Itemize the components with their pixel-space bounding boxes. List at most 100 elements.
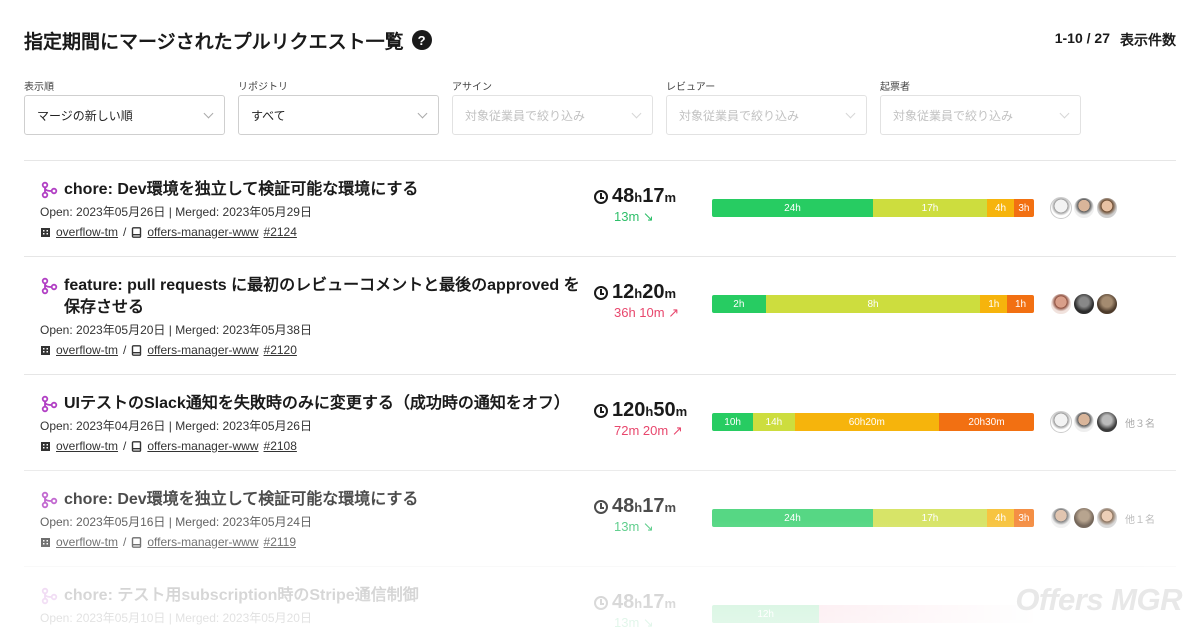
pull-request-row[interactable]: chore: Dev環境を独立して検証可能な環境にする Open: 2023年05… — [24, 160, 1176, 256]
filter-label: アサイン — [452, 82, 492, 93]
author-select[interactable]: 対象従業員で絞り込み — [880, 95, 1081, 135]
hours-unit: h — [645, 404, 654, 419]
filter-reviewer: レビュアー 対象従業員で絞り込み — [666, 78, 867, 135]
repo-icon — [132, 344, 142, 356]
pull-request-row[interactable]: UIテストのSlack通知を失敗時のみに変更する（成功時の通知をオフ） Open:… — [24, 374, 1176, 470]
clock-icon — [594, 595, 608, 610]
lead-time: 48h17m 13m ↘ — [594, 591, 704, 630]
reviewer-select[interactable]: 対象従業員で絞り込み — [666, 95, 867, 135]
avatar[interactable] — [1050, 293, 1072, 315]
pr-title-text: feature: pull requests に最初のレビューコメントと最後のa… — [64, 277, 580, 316]
pr-number-link[interactable]: #2119 — [263, 535, 296, 549]
hours-unit: h — [634, 190, 643, 205]
diff-value: 36h 10m — [614, 305, 665, 320]
clock-icon — [594, 285, 608, 300]
select-value: マージの新しい順 — [37, 108, 133, 123]
chevron-down-icon — [203, 108, 214, 118]
org-link[interactable]: overflow-tm — [56, 225, 119, 239]
lead-time-minutes: 17 — [642, 591, 665, 613]
pr-number-link[interactable]: #2108 — [263, 439, 297, 453]
phase-segment: 20h30m — [939, 413, 1034, 431]
repo-link[interactable]: offers-manager-www — [147, 439, 259, 453]
org-link[interactable]: overflow-tm — [56, 343, 119, 357]
pr-repository: overflow-tm / offers-manager-www #2119 — [40, 535, 590, 549]
lead-time-diff: 13m ↘ — [614, 519, 704, 535]
hours-unit: h — [634, 596, 643, 611]
pr-title[interactable]: chore: テスト用subscription時のStripe通信制御 — [40, 585, 590, 607]
avatar[interactable] — [1050, 507, 1072, 529]
page-size-button[interactable]: 表示件数 — [1120, 32, 1176, 48]
pr-repository: overflow-tm / offers-manager-www #2108 — [40, 439, 590, 453]
path-separator: / — [123, 535, 127, 549]
merge-icon — [41, 395, 58, 413]
pr-title-text: chore: Dev環境を独立して検証可能な環境にする — [64, 491, 419, 508]
phase-segment: 3h — [1013, 199, 1034, 217]
pr-info: chore: Dev環境を独立して検証可能な環境にする Open: 2023年05… — [40, 179, 590, 239]
building-icon — [41, 345, 50, 355]
sort-select[interactable]: マージの新しい順 — [24, 95, 225, 135]
avatar[interactable] — [1096, 411, 1118, 433]
lead-time-hours: 120 — [612, 399, 646, 421]
lead-time-diff: 36h 10m ↗ — [614, 305, 704, 321]
avatar[interactable] — [1073, 293, 1095, 315]
repo-link[interactable]: offers-manager-www — [147, 343, 259, 357]
pr-dates: Open: 2023年04月26日 | Merged: 2023年05月26日 — [40, 419, 312, 433]
avatar[interactable] — [1073, 507, 1095, 529]
avatar[interactable] — [1096, 197, 1118, 219]
pr-title[interactable]: chore: Dev環境を独立して検証可能な環境にする — [40, 179, 590, 201]
pr-dates: Open: 2023年05月10日 | Merged: 2023年05月20日 — [40, 611, 312, 625]
pull-request-row[interactable]: chore: テスト用subscription時のStripe通信制御 Open:… — [24, 566, 1176, 630]
pr-number-link[interactable]: #2124 — [263, 225, 297, 239]
repo-icon — [132, 440, 142, 452]
avatar[interactable] — [1096, 293, 1118, 315]
repo-link[interactable]: offers-manager-www — [147, 225, 259, 239]
pr-title[interactable]: chore: Dev環境を独立して検証可能な環境にする — [40, 489, 590, 511]
repository-select[interactable]: すべて — [238, 95, 439, 135]
phase-breakdown-bar: 10h 14h 60h20m 20h30m — [712, 413, 1034, 431]
avatar[interactable] — [1073, 411, 1095, 433]
pr-repository: overflow-tm / offers-manager-www #2124 — [40, 225, 590, 239]
pull-request-row[interactable]: feature: pull requests に最初のレビューコメントと最後のa… — [24, 256, 1176, 374]
help-icon[interactable]: ? — [411, 30, 432, 50]
repo-icon — [132, 536, 142, 548]
phase-segment: 1h — [1007, 295, 1034, 313]
lead-time: 12h20m 36h 10m ↗ — [594, 281, 704, 321]
phase-segment: 14h — [753, 413, 795, 431]
filter-label: レビュアー — [666, 82, 716, 93]
phase-segment — [819, 605, 1034, 623]
phase-segment: 8h — [765, 295, 981, 313]
org-link[interactable]: overflow-tm — [56, 535, 119, 549]
lead-time-minutes: 17 — [642, 185, 665, 207]
lead-time-minutes: 50 — [653, 399, 676, 421]
pr-title-text: chore: Dev環境を独立して検証可能な環境にする — [64, 181, 419, 198]
repo-link[interactable]: offers-manager-www — [147, 535, 259, 549]
page-title: 指定期間にマージされたプルリクエスト一覧 ? — [24, 27, 432, 54]
filter-label: 起票者 — [880, 82, 910, 93]
building-icon — [41, 227, 50, 237]
minutes-unit: m — [664, 286, 677, 301]
lead-time: 120h50m 72m 20m ↗ — [594, 399, 704, 439]
lead-time-minutes: 20 — [642, 281, 665, 303]
pr-info: UIテストのSlack通知を失敗時のみに変更する（成功時の通知をオフ） Open:… — [40, 393, 590, 453]
pr-title[interactable]: UIテストのSlack通知を失敗時のみに変更する（成功時の通知をオフ） — [40, 393, 590, 415]
pr-number-link[interactable]: #2120 — [263, 343, 297, 357]
pr-title[interactable]: feature: pull requests に最初のレビューコメントと最後のa… — [40, 275, 590, 319]
avatar[interactable] — [1050, 411, 1072, 433]
phase-segment: 24h — [712, 509, 873, 527]
pr-title-text: UIテストのSlack通知を失敗時のみに変更する（成功時の通知をオフ） — [64, 395, 570, 412]
clock-icon — [594, 403, 608, 418]
avatar[interactable] — [1096, 507, 1118, 529]
header: 指定期間にマージされたプルリクエスト一覧 ? 1-10 / 27 表示件数 — [24, 26, 1176, 54]
org-link[interactable]: overflow-tm — [56, 439, 119, 453]
phase-segment: 24h — [712, 199, 873, 217]
select-placeholder: 対象従業員で絞り込み — [893, 108, 1014, 123]
diff-value: 72m 20m — [614, 423, 669, 438]
avatar[interactable] — [1050, 197, 1072, 219]
assignee-select[interactable]: 対象従業員で絞り込み — [452, 95, 653, 135]
pr-info: chore: Dev環境を独立して検証可能な環境にする Open: 2023年05… — [40, 489, 590, 549]
pull-request-row[interactable]: chore: Dev環境を独立して検証可能な環境にする Open: 2023年05… — [24, 470, 1176, 566]
merge-icon — [41, 277, 58, 295]
avatar[interactable] — [1073, 197, 1095, 219]
building-icon — [41, 537, 50, 547]
pr-info: chore: テスト用subscription時のStripe通信制御 Open:… — [40, 585, 590, 626]
